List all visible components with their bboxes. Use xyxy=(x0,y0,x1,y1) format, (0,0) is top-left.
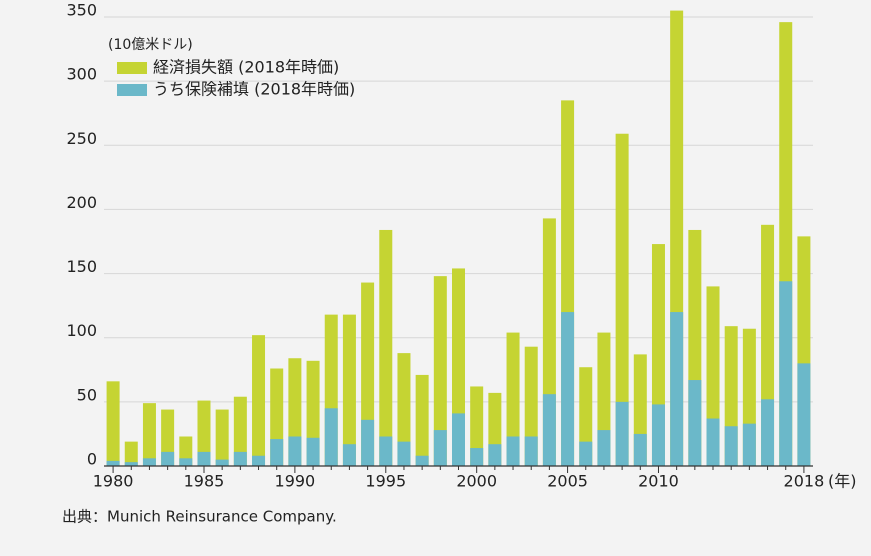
bar xyxy=(706,418,720,466)
bar xyxy=(252,455,266,466)
legend-swatch xyxy=(117,84,147,96)
bar xyxy=(488,444,502,466)
bar xyxy=(415,374,429,466)
y-tick-label: 0 xyxy=(87,450,97,469)
bar xyxy=(670,312,684,466)
bar xyxy=(797,363,811,466)
bar xyxy=(106,381,120,466)
bar xyxy=(506,332,520,466)
legend-label: 経済損失額 (2018年時価) xyxy=(153,58,339,77)
bar xyxy=(324,408,338,466)
bar xyxy=(197,400,211,466)
source: 出典：Munich Reinsurance Company. xyxy=(62,508,337,526)
bar xyxy=(524,436,538,466)
bar xyxy=(288,436,302,466)
y-tick-label: 300 xyxy=(66,65,97,84)
bar xyxy=(433,276,447,466)
bar xyxy=(124,462,138,466)
x-unit-label: (年) xyxy=(828,472,857,491)
unit-label: (10億米ドル) xyxy=(108,37,193,53)
bar xyxy=(433,430,447,466)
bar xyxy=(470,448,484,466)
bar xyxy=(215,409,229,466)
bar xyxy=(233,396,247,466)
bar xyxy=(542,394,556,466)
bar xyxy=(106,460,120,466)
bar xyxy=(579,441,593,466)
bar xyxy=(688,380,702,466)
legend-label: うち保険補填 (2018年時価) xyxy=(153,80,355,99)
bar xyxy=(633,433,647,466)
bar xyxy=(452,413,465,466)
y-tick-label: 200 xyxy=(66,193,97,212)
bar xyxy=(615,401,629,466)
bar xyxy=(179,458,193,466)
x-tick-label: 2018 xyxy=(784,472,825,491)
y-tick-label: 100 xyxy=(66,321,97,340)
bar xyxy=(379,436,393,466)
x-tick-label: 1995 xyxy=(365,472,406,491)
x-tick-label: 1980 xyxy=(93,472,134,491)
bar xyxy=(342,314,356,466)
x-tick-label: 2000 xyxy=(456,472,497,491)
bar xyxy=(779,281,793,466)
bar xyxy=(361,419,375,466)
bar xyxy=(306,437,320,466)
bar xyxy=(397,353,411,466)
bar xyxy=(615,133,629,467)
x-tick-label: 2005 xyxy=(547,472,588,491)
bar xyxy=(415,455,429,466)
bar xyxy=(761,399,775,466)
bar xyxy=(724,426,738,466)
bar xyxy=(142,403,156,466)
legend-swatch xyxy=(117,62,147,74)
bar xyxy=(506,436,520,466)
bar xyxy=(651,404,665,466)
bar xyxy=(124,441,138,466)
bar xyxy=(342,444,356,466)
bar xyxy=(742,423,756,466)
bar xyxy=(215,459,229,466)
bar xyxy=(597,430,611,466)
bar xyxy=(561,312,575,466)
bar xyxy=(197,451,211,466)
y-tick-label: 150 xyxy=(66,257,97,276)
bar xyxy=(252,335,266,466)
x-tick-label: 1985 xyxy=(184,472,225,491)
x-tick-label: 2010 xyxy=(638,472,679,491)
bar xyxy=(161,451,175,466)
x-tick-label: 1990 xyxy=(275,472,316,491)
y-tick-label: 350 xyxy=(66,1,97,20)
bar xyxy=(397,441,411,466)
bar xyxy=(270,439,284,466)
bar xyxy=(579,367,593,466)
y-tick-label: 250 xyxy=(66,129,97,148)
bar xyxy=(142,458,156,466)
bar xyxy=(524,346,538,466)
bar xyxy=(470,386,484,466)
bar xyxy=(233,451,247,466)
y-tick-label: 50 xyxy=(77,385,97,404)
bar xyxy=(379,229,393,466)
